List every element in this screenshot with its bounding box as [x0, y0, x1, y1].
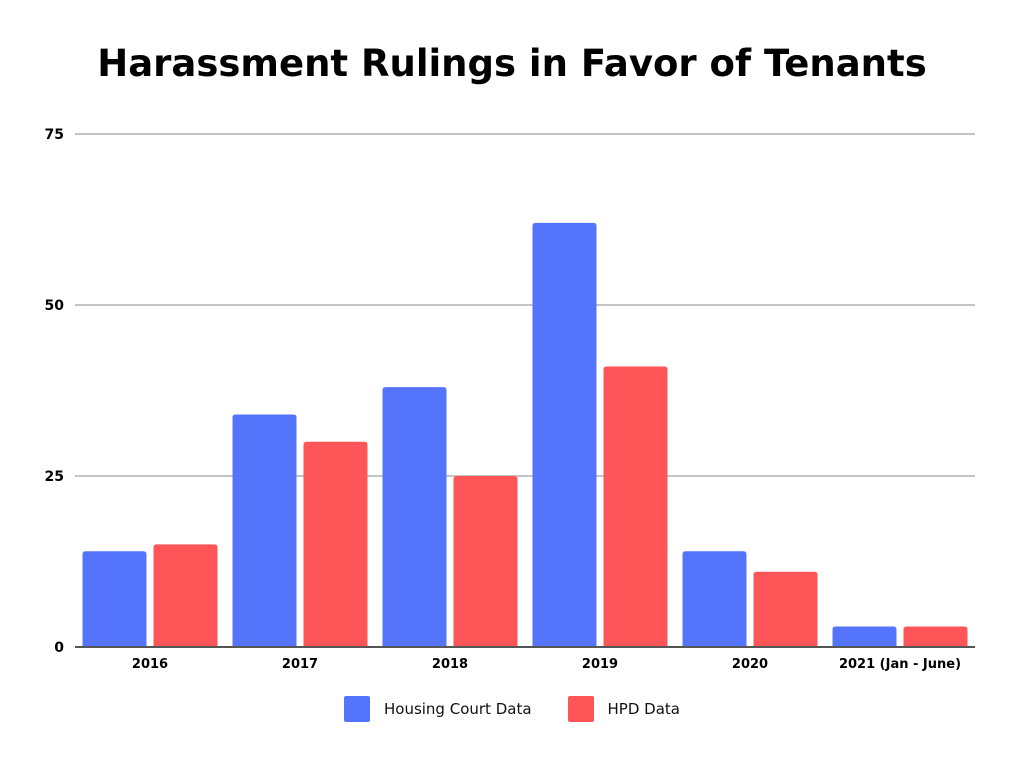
x-tick-label-3: 2019	[582, 657, 618, 672]
y-tick-label-50: 50	[45, 298, 65, 314]
bar-hpd-1	[304, 442, 368, 647]
bar-housing-court-3	[533, 223, 597, 647]
bar-housing-court-2	[383, 387, 447, 647]
y-tick-label-0: 0	[54, 640, 64, 656]
bar-housing-court-1	[233, 414, 297, 647]
x-tick-label-0: 2016	[132, 657, 168, 672]
legend-label-hpd: HPD Data	[608, 700, 680, 718]
legend-swatch-hpd	[568, 696, 594, 722]
bar-hpd-0	[154, 544, 218, 647]
legend-item-housing-court: Housing Court Data	[344, 696, 532, 722]
bar-hpd-5	[904, 626, 968, 647]
x-tick-label-5: 2021 (Jan - June)	[839, 657, 961, 672]
bar-housing-court-4	[683, 551, 747, 647]
x-tick-label-4: 2020	[732, 657, 768, 672]
x-tick-label-2: 2018	[432, 657, 468, 672]
y-tick-label-75: 75	[45, 127, 64, 143]
legend-swatch-housing-court	[344, 696, 370, 722]
x-tick-label-1: 2017	[282, 657, 318, 672]
bar-hpd-3	[604, 367, 668, 647]
bar-housing-court-5	[833, 626, 897, 647]
legend-item-hpd: HPD Data	[568, 696, 680, 722]
bar-chart: 0 25 50 75 2016 2017 2018 2019 2020 2021 (Jan - J…	[0, 0, 1024, 768]
y-tick-label-25: 25	[45, 469, 64, 485]
bar-housing-court-0	[83, 551, 147, 647]
bar-hpd-2	[454, 476, 518, 647]
legend: Housing Court Data HPD Data	[0, 696, 1024, 722]
legend-label-housing-court: Housing Court Data	[384, 700, 532, 718]
bar-hpd-4	[754, 572, 818, 647]
